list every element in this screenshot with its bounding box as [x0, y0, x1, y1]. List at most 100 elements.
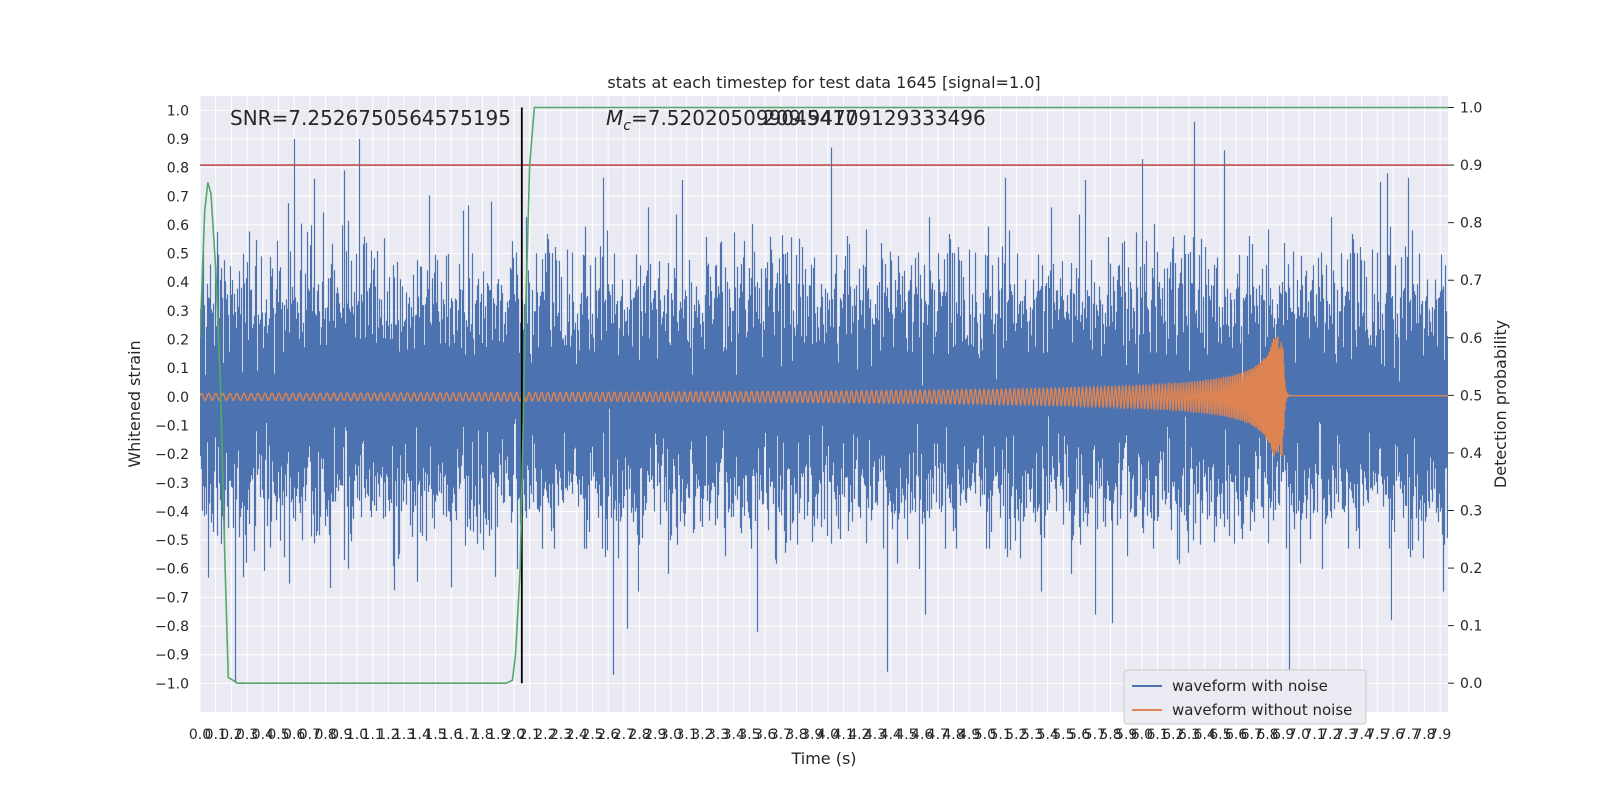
- x-tick-label: 5.3: [1021, 727, 1043, 743]
- left-tick-label: 0.8: [167, 161, 189, 177]
- left-tick-label: 0.4: [167, 275, 189, 291]
- legend-box: [1123, 669, 1367, 725]
- x-axis-label: Time (s): [790, 749, 856, 768]
- x-tick-label: 0.6: [283, 727, 305, 743]
- legend-label-noise: waveform with noise: [1172, 677, 1328, 695]
- left-tick-label: 1.0: [167, 103, 189, 119]
- x-tick-label: 6.1: [1146, 727, 1168, 743]
- x-tick-label: 1.8: [471, 727, 493, 743]
- right-tick-label: 0.9: [1460, 158, 1482, 174]
- x-tick-label: 0.5: [267, 727, 289, 743]
- x-tick-label: 3.2: [691, 727, 713, 743]
- x-tick-label: 7.1: [1303, 727, 1325, 743]
- x-tick-label: 1.7: [456, 727, 478, 743]
- left-tick-label: −0.9: [155, 648, 189, 664]
- x-tick-label: 3.1: [676, 727, 698, 743]
- left-tick-label: 0.6: [167, 218, 189, 234]
- right-tick-label: 0.0: [1460, 676, 1482, 692]
- x-tick-label: 2.2: [534, 727, 556, 743]
- x-tick-label: 4.8: [942, 727, 964, 743]
- x-tick-label: 4.7: [927, 727, 949, 743]
- x-tick-label: 0.9: [330, 727, 352, 743]
- x-tick-label: 7.3: [1335, 727, 1357, 743]
- x-tick-label: 4.5: [895, 727, 917, 743]
- left-tick-label: −0.3: [155, 476, 189, 492]
- chirp-mass-annotation: Mc=7.520205099045417: [606, 106, 858, 134]
- x-tick-label: 7.7: [1398, 727, 1420, 743]
- x-tick-label: 5.9: [1115, 727, 1137, 743]
- x-tick-label: 1.2: [377, 727, 399, 743]
- x-tick-label: 2.4: [566, 727, 588, 743]
- left-tick-label: 0.9: [167, 132, 189, 148]
- x-tick-label: 6.7: [1241, 727, 1263, 743]
- left-axis-label: Whitened strain: [125, 340, 144, 467]
- x-tick-label: 3.0: [660, 727, 682, 743]
- x-tick-label: 3.7: [770, 727, 792, 743]
- x-tick-label: 6.6: [1225, 727, 1247, 743]
- x-tick-label: 4.2: [848, 727, 870, 743]
- x-tick-label: 7.8: [1413, 727, 1435, 743]
- x-tick-label: 2.8: [628, 727, 650, 743]
- x-tick-label: 4.6: [911, 727, 933, 743]
- x-tick-label: 0.2: [220, 727, 242, 743]
- right-axis-ticks: 1.0 0.9 0.8 0.7 0.6 0.5 0.4 0.3 0.2 0.1 0.0: [1448, 101, 1482, 692]
- left-tick-label: −0.1: [155, 418, 189, 434]
- left-tick-label: −0.2: [155, 447, 189, 463]
- x-tick-label: 4.1: [832, 727, 854, 743]
- x-tick-label: 1.4: [409, 727, 431, 743]
- x-tick-label: 6.8: [1256, 727, 1278, 743]
- left-tick-label: 0.1: [167, 361, 189, 377]
- left-tick-label: −0.6: [155, 562, 189, 578]
- left-tick-label: −0.5: [155, 533, 189, 549]
- x-tick-label: 0.0: [189, 727, 211, 743]
- left-tick-label: 0.0: [167, 390, 189, 406]
- x-tick-label: 1.0: [346, 727, 368, 743]
- overlap-annotation: 209.94709129333496: [763, 106, 986, 130]
- legend: waveform with noise waveform without noi…: [1123, 669, 1367, 725]
- right-tick-label: 0.1: [1460, 619, 1482, 635]
- x-tick-label: 0.1: [205, 727, 227, 743]
- waveform-without-noise-line: [200, 336, 1448, 457]
- x-tick-label: 1.6: [440, 727, 462, 743]
- waveform-with-noise-line: [200, 121, 1448, 684]
- left-tick-label: −0.8: [155, 619, 189, 635]
- left-tick-label: 0.2: [167, 333, 189, 349]
- x-tick-label: 4.4: [880, 727, 902, 743]
- detection-probability-line: [200, 106, 1448, 685]
- x-tick-label: 5.8: [1099, 727, 1121, 743]
- right-axis-label: Detection probability: [1491, 320, 1510, 488]
- x-tick-label: 4.0: [817, 727, 839, 743]
- right-tick-label: 1.0: [1460, 101, 1482, 117]
- x-tick-label: 0.8: [314, 727, 336, 743]
- x-tick-label: 5.5: [1052, 727, 1074, 743]
- x-tick-label: 7.5: [1366, 727, 1388, 743]
- legend-label-clean: waveform without noise: [1172, 701, 1352, 719]
- x-tick-label: 5.6: [1068, 727, 1090, 743]
- x-tick-label: 2.0: [503, 727, 525, 743]
- x-tick-label: 7.4: [1351, 727, 1373, 743]
- x-tick-label: 1.3: [393, 727, 415, 743]
- x-tick-label: 4.9: [958, 727, 980, 743]
- x-tick-label: 1.1: [362, 727, 384, 743]
- x-tick-label: 2.3: [550, 727, 572, 743]
- x-tick-label: 0.4: [252, 727, 274, 743]
- left-tick-label: −0.7: [155, 590, 189, 606]
- x-tick-label: 1.9: [487, 727, 509, 743]
- left-tick-label: 0.5: [167, 247, 189, 263]
- x-tick-label: 3.6: [754, 727, 776, 743]
- x-axis-ticks: 0.00.10.20.30.40.50.60.70.80.91.01.11.21…: [189, 727, 1451, 743]
- x-tick-label: 7.0: [1288, 727, 1310, 743]
- right-tick-label: 0.3: [1460, 504, 1482, 520]
- x-tick-label: 6.5: [1209, 727, 1231, 743]
- x-tick-label: 6.3: [1178, 727, 1200, 743]
- x-tick-label: 3.9: [801, 727, 823, 743]
- x-tick-label: 4.3: [864, 727, 886, 743]
- plot-area: [200, 106, 1448, 685]
- left-tick-label: −0.4: [155, 504, 189, 520]
- x-tick-label: 6.9: [1272, 727, 1294, 743]
- x-tick-label: 6.0: [1131, 727, 1153, 743]
- left-axis-ticks: 1.0 0.9 0.8 0.7 0.6 0.5 0.4 0.3 0.2 0.1 0.0 −0.1 −0.…: [155, 103, 189, 692]
- x-tick-label: 7.2: [1319, 727, 1341, 743]
- right-tick-label: 0.5: [1460, 388, 1482, 404]
